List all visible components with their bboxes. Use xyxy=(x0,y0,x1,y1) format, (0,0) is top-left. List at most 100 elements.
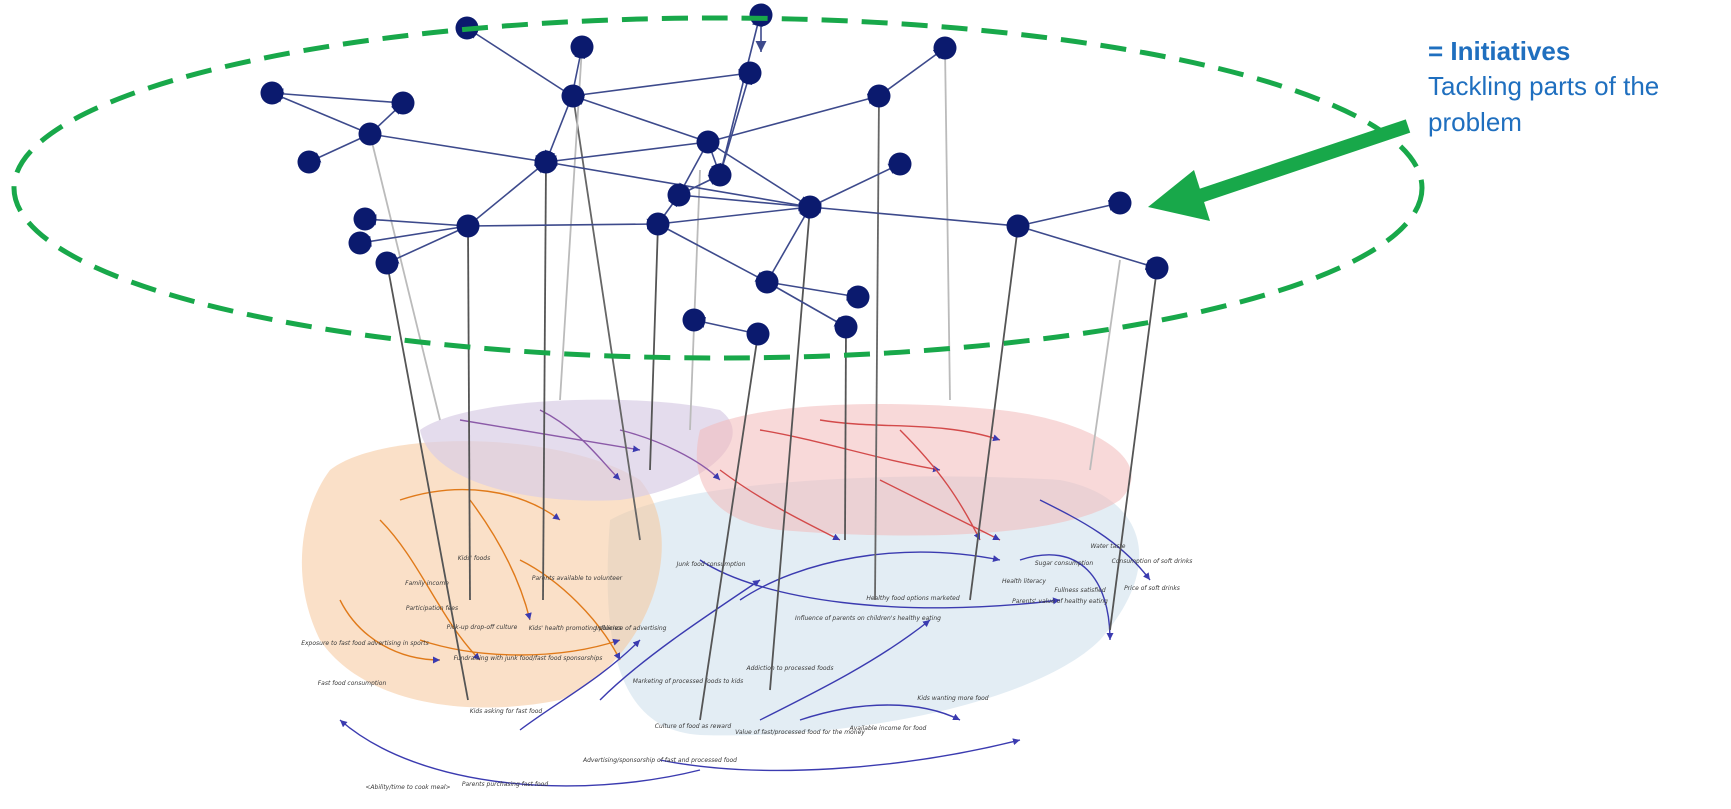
causal-link xyxy=(699,559,1061,609)
legend-title: = Initiatives xyxy=(1428,36,1571,66)
initiative-edge xyxy=(271,88,404,104)
initiative-node xyxy=(1006,214,1030,238)
causal-loop-label: Kids' foods xyxy=(458,555,490,562)
connector-line xyxy=(844,326,847,541)
connector-line xyxy=(386,262,469,701)
connector-line xyxy=(467,225,471,601)
initiative-edge xyxy=(386,225,469,264)
initiative-node xyxy=(696,130,720,154)
connector-line xyxy=(649,223,659,471)
initiative-edges xyxy=(271,14,1158,335)
initiative-node xyxy=(1145,256,1169,280)
causal-loop-label: Sugar consumption xyxy=(1035,560,1094,567)
causal-loop-label: Marketing of processed foods to kids xyxy=(633,678,744,685)
causal-link xyxy=(1019,554,1114,641)
initiative-edge xyxy=(1017,225,1158,271)
initiative-nodes xyxy=(260,3,1169,346)
initiative-edge xyxy=(571,68,751,97)
causal-link xyxy=(519,559,621,661)
cluster-orange xyxy=(301,441,662,708)
connector-line xyxy=(689,169,701,431)
connector-line xyxy=(699,333,759,721)
causal-loop-label: Water taste xyxy=(1091,543,1126,550)
causal-link xyxy=(899,429,981,541)
initiative-edge xyxy=(1017,200,1121,227)
cluster-pink xyxy=(696,404,1132,536)
initiative-node xyxy=(297,150,321,174)
causal-link xyxy=(519,639,641,731)
connector-line xyxy=(369,133,441,421)
initiative-node xyxy=(391,91,415,115)
connector-line xyxy=(1089,259,1121,471)
causal-loop-label: Culture of food as reward xyxy=(655,723,732,730)
causal-loop-label: Available income for food xyxy=(849,725,927,732)
initiative-node xyxy=(667,183,691,207)
causal-loop-label: Influence of parents on children's healt… xyxy=(795,615,941,622)
causal-link xyxy=(379,519,481,661)
initiative-edge xyxy=(359,225,469,247)
initiative-node xyxy=(834,315,858,339)
initiative-node xyxy=(561,84,585,108)
initiative-edge xyxy=(878,47,946,97)
initiative-edge xyxy=(678,194,811,212)
initiative-node xyxy=(746,322,770,346)
initiative-edge xyxy=(544,95,573,163)
causal-link xyxy=(739,551,1001,601)
causal-loop-label: Influence of advertising xyxy=(596,625,667,632)
initiatives-ellipse xyxy=(11,15,1425,361)
causal-loop-label: Kids wanting more food xyxy=(917,695,988,702)
initiative-node xyxy=(534,150,558,174)
initiative-edge xyxy=(657,202,811,225)
initiative-edge xyxy=(707,93,880,143)
initiative-edge xyxy=(809,163,901,208)
causal-loop-label: Parents' value of healthy eating xyxy=(1012,598,1108,605)
causal-link xyxy=(539,409,621,481)
initiative-node xyxy=(749,3,773,27)
causal-link xyxy=(759,619,931,721)
connector-line xyxy=(944,47,951,401)
initiative-edge xyxy=(809,202,1019,227)
causal-link xyxy=(879,479,1001,541)
initiative-edge xyxy=(467,218,659,230)
causal-loop-diagram: Fast food consumption Exposure to fast fo… xyxy=(301,399,1193,791)
initiative-edge xyxy=(467,161,547,227)
causal-link xyxy=(469,499,532,621)
causal-link xyxy=(339,719,701,787)
initiative-node xyxy=(260,81,284,105)
initiative-edge xyxy=(271,92,371,135)
connector-line xyxy=(1109,267,1158,631)
legend: = Initiatives Tackling parts of the prob… xyxy=(1428,34,1728,140)
initiative-node xyxy=(375,251,399,275)
causal-link xyxy=(719,469,841,541)
causal-link xyxy=(659,738,1021,772)
initiative-edge xyxy=(572,94,709,143)
initiative-edge xyxy=(545,141,709,167)
causal-loop-label: Fast food consumption xyxy=(318,680,387,687)
initiative-node xyxy=(846,285,870,309)
causal-loop-label: Kids' health promoting policies xyxy=(529,625,622,632)
initiative-edge xyxy=(766,206,811,283)
initiative-node xyxy=(798,195,822,219)
causal-loop-label: Pick-up drop-off culture xyxy=(447,624,518,631)
causal-link xyxy=(819,419,1001,442)
causal-link xyxy=(799,704,961,721)
connector-line xyxy=(969,225,1019,601)
green-arrow-icon xyxy=(1148,119,1411,221)
initiative-node xyxy=(933,36,957,60)
initiative-node xyxy=(348,231,372,255)
initiative-node xyxy=(456,214,480,238)
causal-loop-label: Value of fast/processed food for the mon… xyxy=(735,729,865,736)
causal-loop-label: Consumption of soft drinks xyxy=(1112,558,1193,565)
initiative-node xyxy=(755,270,779,294)
causal-loop-label: Family income xyxy=(405,580,449,587)
initiative-node xyxy=(888,152,912,176)
initiative-edge xyxy=(719,72,753,176)
causal-link xyxy=(759,429,941,473)
initiative-node xyxy=(570,35,594,59)
causal-loop-label: Health literacy xyxy=(1002,578,1046,585)
causal-link xyxy=(1039,499,1151,581)
initiative-node xyxy=(708,163,732,187)
initiative-node xyxy=(867,84,891,108)
causal-loop-label: Price of soft drinks xyxy=(1124,585,1180,592)
